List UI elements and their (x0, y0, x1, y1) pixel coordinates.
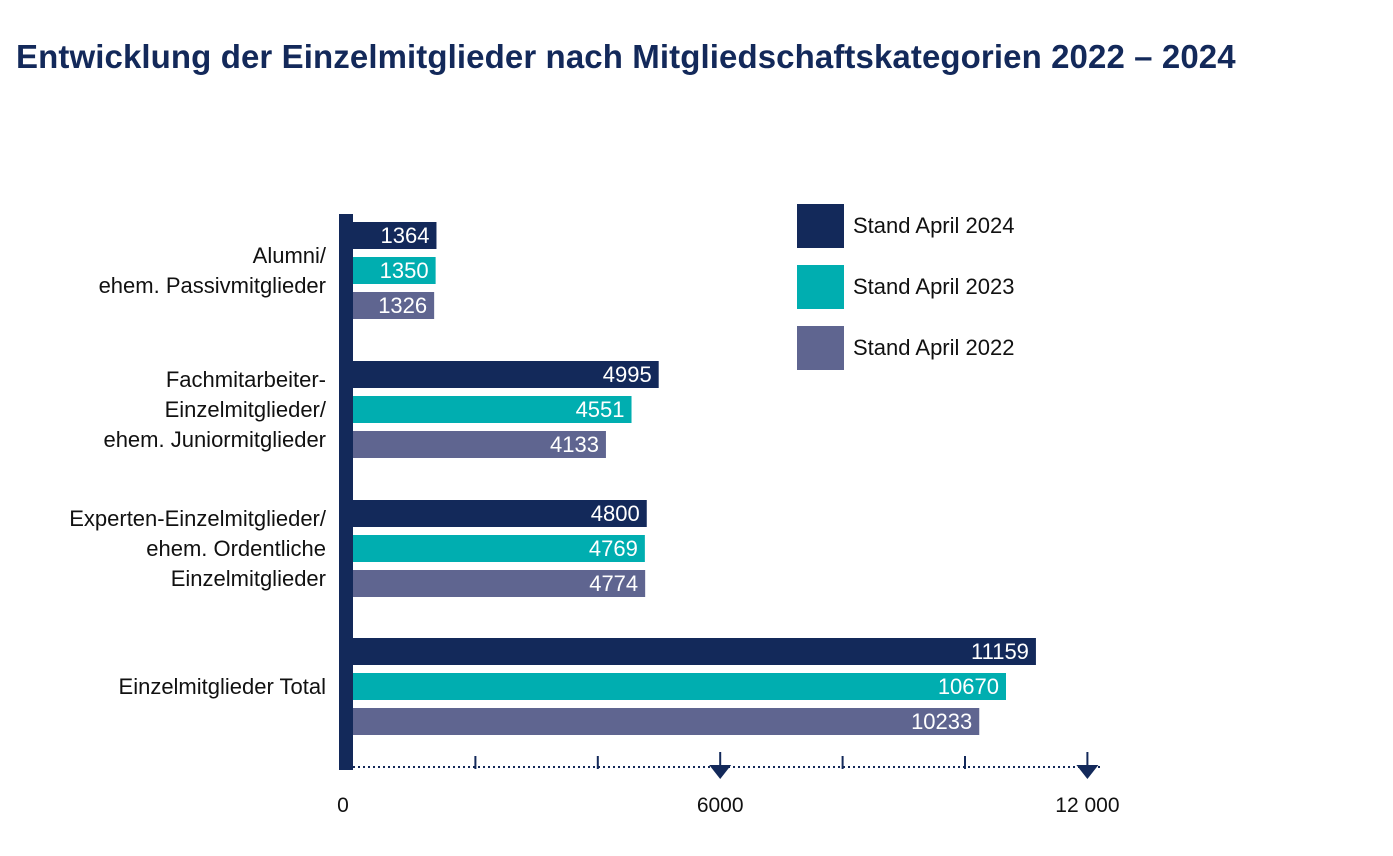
bar-value-label: 11159 (971, 639, 1029, 664)
bar-value-label: 1364 (381, 223, 430, 248)
bar (353, 673, 1007, 700)
x-tick-label: 0 (337, 794, 349, 817)
legend-label: Stand April 2024 (853, 213, 1014, 238)
category-label: Alumni/ (253, 243, 327, 268)
bar-value-label: 4774 (589, 571, 638, 596)
bar (353, 257, 436, 284)
bar-value-label: 4995 (603, 362, 652, 387)
bar-value-label: 10670 (938, 674, 999, 699)
legend: Stand April 2024 Stand April 2023 Stand Ap… (797, 204, 1014, 370)
bar-value-label: 1350 (380, 258, 429, 283)
bar (353, 708, 980, 735)
bar (353, 638, 1036, 665)
legend-swatch (797, 326, 844, 370)
bar-value-label: 1326 (378, 293, 427, 318)
bar (353, 222, 437, 249)
bar (353, 431, 606, 458)
bar (353, 292, 435, 319)
legend-label: Stand April 2023 (853, 274, 1014, 299)
bar (353, 396, 632, 423)
x-tick-arrow (1076, 765, 1099, 779)
y-axis-bar (339, 214, 353, 770)
category-label: Einzelmitglieder/ (165, 397, 327, 422)
category-label: ehem. Passivmitglieder (99, 273, 326, 298)
category-label: Fachmitarbeiter- (166, 367, 326, 392)
bars: 1364 1350 1326 4995 4551 4133 4800 4769 4774 1115… (353, 222, 1036, 735)
bar (353, 361, 659, 388)
bar (353, 570, 646, 597)
bar-value-label: 4800 (591, 501, 640, 526)
x-tick-label: 12 000 (1055, 794, 1119, 817)
bar-value-label: 10233 (911, 709, 972, 734)
category-label: Einzelmitglieder (171, 566, 326, 591)
category-label: ehem. Juniormitglieder (103, 427, 326, 452)
legend-label: Stand April 2022 (853, 335, 1014, 360)
category-label: ehem. Ordentliche (146, 536, 326, 561)
bar-value-label: 4133 (550, 432, 599, 457)
chart-title: Entwicklung der Einzelmitglieder nach Mi… (16, 38, 1236, 75)
bar-value-label: 4551 (576, 397, 625, 422)
x-tick-arrow (709, 765, 732, 779)
category-labels: Alumni/ehem. Passivmitglieder Fachmitarbe… (69, 243, 327, 699)
category-label: Einzelmitglieder Total (119, 674, 326, 699)
bar-value-label: 4769 (589, 536, 638, 561)
category-label: Experten-Einzelmitglieder/ (69, 506, 327, 531)
x-tick-label: 6000 (697, 794, 744, 817)
bar (353, 500, 647, 527)
x-axis-ticks: 0 6000 12 000 (337, 752, 1120, 817)
bar (353, 535, 645, 562)
legend-swatch (797, 265, 844, 309)
legend-swatch (797, 204, 844, 248)
